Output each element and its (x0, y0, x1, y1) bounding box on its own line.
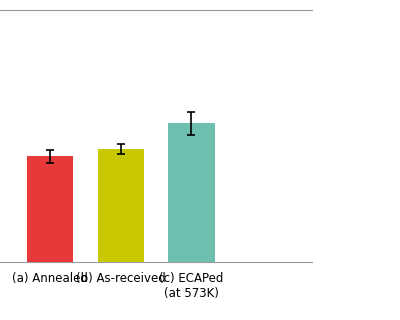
Bar (26, 156, 73, 262)
Bar (98, 148, 144, 262)
Bar (168, 123, 214, 262)
